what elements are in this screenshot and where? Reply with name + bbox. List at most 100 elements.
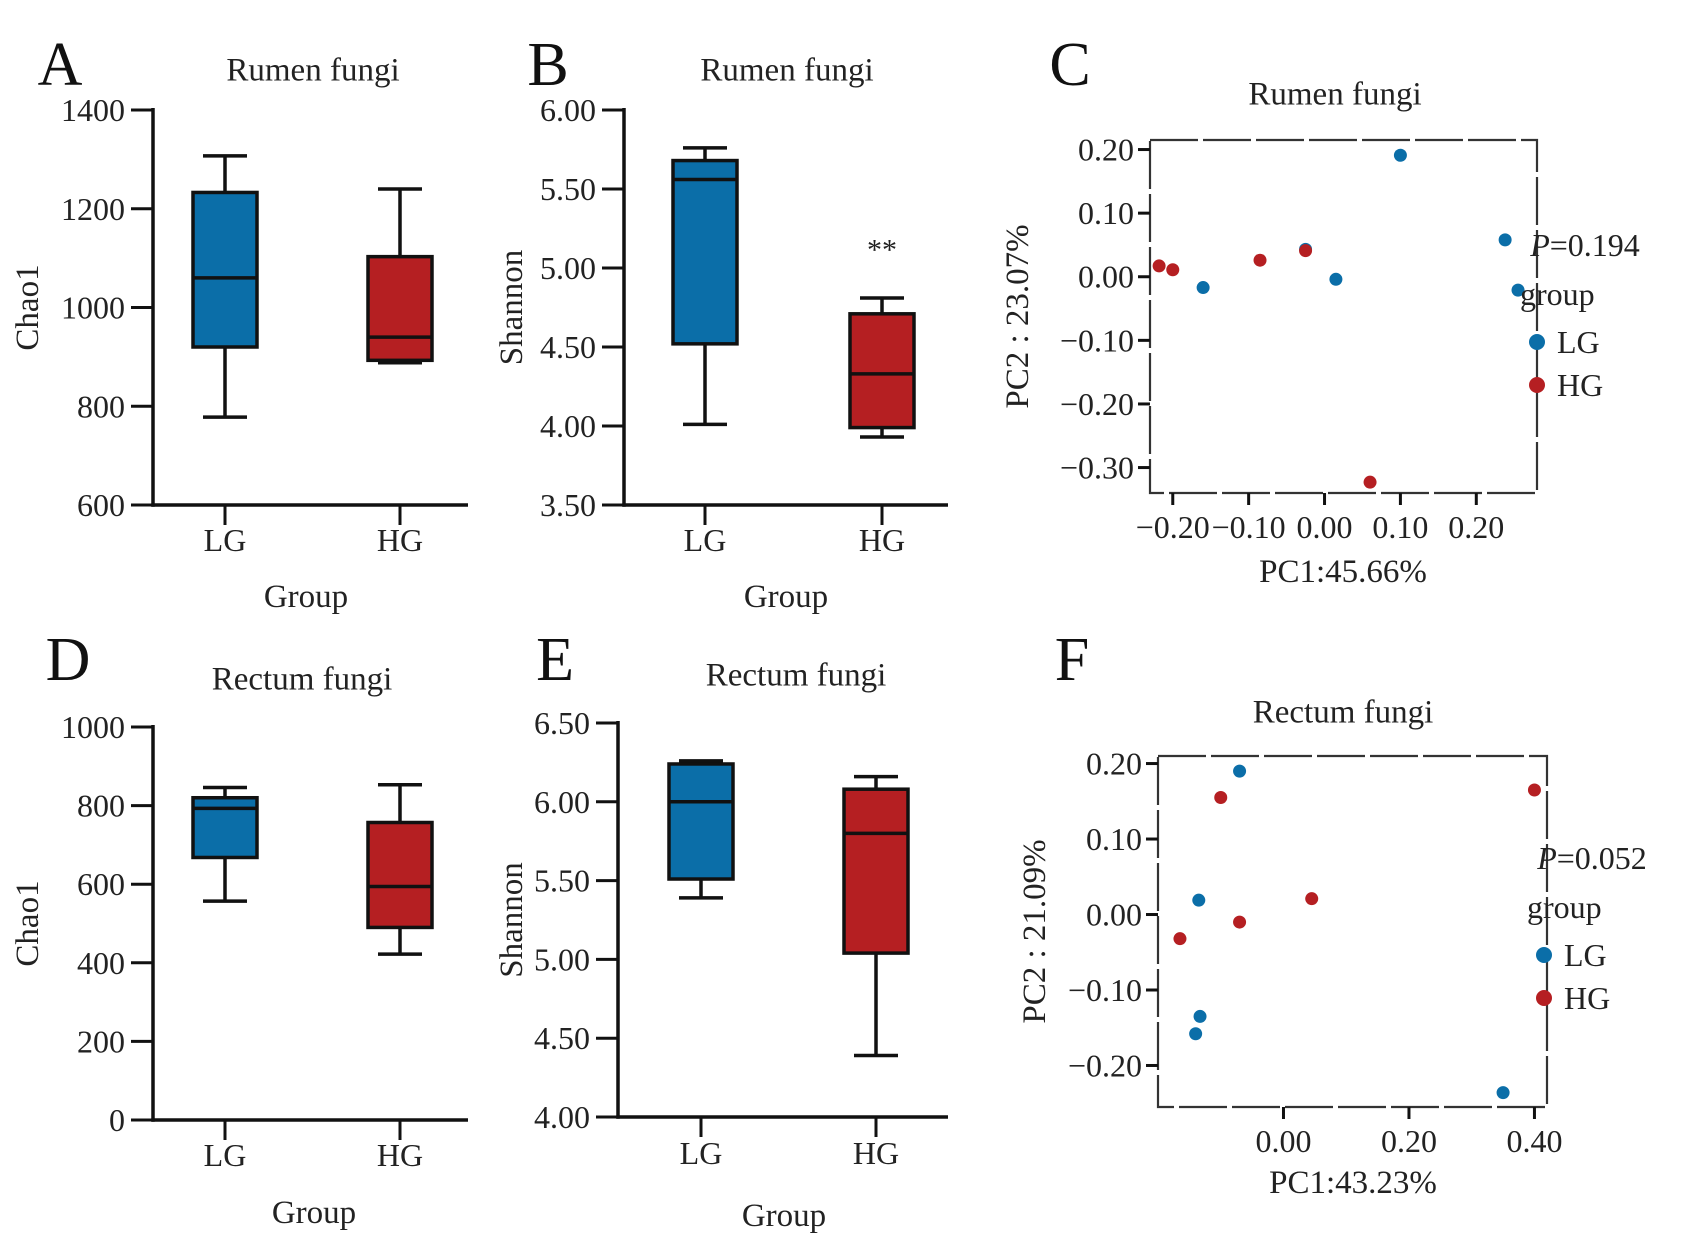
x-tick-label: 0.10: [1372, 509, 1428, 545]
chart-title: Rumen fungi: [226, 52, 399, 88]
x-tick-label-hg: HG: [859, 522, 905, 558]
y-tick-label: 1200: [61, 191, 125, 227]
box-hg: [366, 783, 434, 956]
y-tick-label: 4.50: [540, 329, 596, 365]
y-tick-label: 1000: [61, 709, 125, 745]
y-tick-label: 0: [109, 1102, 125, 1138]
y-tick-label: 0.20: [1078, 132, 1134, 168]
y-tick-label: −0.20: [1068, 1047, 1142, 1083]
panel-letter: B: [527, 31, 568, 99]
y-tick-label: 4.00: [534, 1099, 590, 1135]
panel-e: E Rectum fungi 4.00 4.50 5.00 5.50 6.00 6.50 LG H…: [494, 626, 948, 1234]
point-hg: [1253, 253, 1267, 267]
panel-letter: A: [38, 31, 83, 99]
x-tick-label: −0.20: [1136, 509, 1210, 545]
y-tick-label: 5.00: [540, 250, 596, 286]
panel-b: B Rumen fungi 3.50 4.00 4.50 5.00 5.50 6.00 LG HG…: [494, 31, 948, 615]
y-tick-label: 0.10: [1086, 821, 1142, 857]
x-axis-label: PC1:43.23%: [1269, 1165, 1437, 1201]
point-hg: [1166, 263, 1180, 277]
x-axis-label: Group: [742, 1198, 826, 1234]
panel-letter: D: [46, 626, 91, 694]
y-tick-label: 0.20: [1086, 746, 1142, 782]
p-value: =0.052: [1557, 840, 1647, 876]
y-tick-label: 1000: [61, 290, 125, 326]
legend-marker-hg: [1529, 377, 1545, 393]
y-tick-label: 800: [77, 388, 125, 424]
chart-title: Rumen fungi: [700, 52, 873, 88]
panel-f: F Rectum fungi 0.20 0.10 0.00 −0.10 −0.20 0.00 0…: [1017, 626, 1647, 1201]
y-tick-label: 6.50: [534, 705, 590, 741]
y-tick-label: 5.50: [540, 171, 596, 207]
box-hg: [366, 187, 434, 365]
p-value-label: P=0.194: [1529, 227, 1640, 263]
point-hg: [1214, 791, 1228, 805]
box-iqr: [842, 787, 910, 955]
y-axis-label: Shannon: [494, 862, 530, 978]
box-lg: [191, 154, 259, 419]
box-iqr: [667, 762, 735, 881]
chart-title: Rectum fungi: [212, 661, 393, 697]
point-lg: [1189, 1027, 1203, 1041]
panel-letter: E: [536, 626, 574, 694]
y-tick-label: −0.30: [1060, 450, 1134, 486]
y-tick-label: 800: [77, 788, 125, 824]
panel-letter: F: [1055, 626, 1089, 694]
box-hg: [842, 774, 910, 1058]
y-tick-label: 3.50: [540, 487, 596, 523]
x-axis-label: Group: [264, 579, 348, 615]
y-tick-label: 0.00: [1086, 897, 1142, 933]
p-value-label: P=0.052: [1536, 840, 1647, 876]
point-hg: [1173, 932, 1187, 946]
x-tick-label-lg: LG: [684, 522, 727, 558]
y-tick-label: 4.50: [534, 1020, 590, 1056]
point-lg: [1498, 233, 1512, 247]
x-tick-label: 0.40: [1506, 1123, 1562, 1159]
y-axis-label: Chao1: [10, 880, 46, 966]
chart-title: Rectum fungi: [706, 657, 887, 693]
point-lg: [1233, 764, 1247, 778]
box-iqr: [848, 312, 916, 430]
x-tick-label-lg: LG: [204, 522, 247, 558]
x-tick-label-lg: LG: [204, 1137, 247, 1173]
y-tick-label: −0.10: [1068, 972, 1142, 1008]
x-tick-label: 0.20: [1381, 1123, 1437, 1159]
point-lg: [1329, 272, 1343, 286]
p-value: =0.194: [1550, 227, 1640, 263]
y-tick-label: 6.00: [534, 784, 590, 820]
point-hg: [1363, 475, 1377, 489]
legend-marker-hg: [1536, 990, 1552, 1006]
legend: P=0.052 group LG HG: [1527, 840, 1647, 1016]
panel-letter: C: [1049, 31, 1090, 99]
legend-label-hg: HG: [1564, 980, 1610, 1016]
point-lg: [1393, 148, 1407, 162]
point-lg: [1193, 1009, 1207, 1023]
y-axis-label: PC2 : 21.09%: [1017, 839, 1053, 1023]
y-tick-label: −0.10: [1060, 322, 1134, 358]
significance-mark: **: [867, 234, 897, 267]
y-tick-label: 400: [77, 945, 125, 981]
x-tick-label-hg: HG: [377, 1137, 423, 1173]
series-hg: [1152, 244, 1377, 489]
box-iqr: [366, 254, 434, 363]
panel-a: A Rumen fungi 600 800 1000 1200 1400 LG HG Group C…: [10, 31, 468, 615]
y-axis-label: Shannon: [494, 250, 530, 366]
x-tick-label-hg: HG: [853, 1135, 899, 1171]
point-hg: [1305, 892, 1319, 906]
point-lg: [1196, 281, 1210, 295]
y-tick-label: 200: [77, 1023, 125, 1059]
box-lg: [191, 785, 259, 903]
y-axis-label: PC2 : 23.07%: [1000, 224, 1036, 408]
y-tick-label: 6.00: [540, 92, 596, 128]
panel-d: D Rectum fungi 0 200 400 600 800 1000 LG HG Group C…: [10, 626, 468, 1231]
point-lg: [1496, 1086, 1510, 1100]
x-axis-label: Group: [744, 579, 828, 615]
y-tick-label: 5.50: [534, 863, 590, 899]
series-hg: [1173, 783, 1541, 946]
panel-c: C Rumen fungi0.200.100.00−0.10−0.20−0.30−…: [1000, 31, 1640, 590]
legend-label-lg: LG: [1564, 937, 1607, 973]
x-tick-label: 0.20: [1448, 509, 1504, 545]
x-tick-label: 0.00: [1255, 1123, 1311, 1159]
legend-label-hg: HG: [1557, 367, 1603, 403]
